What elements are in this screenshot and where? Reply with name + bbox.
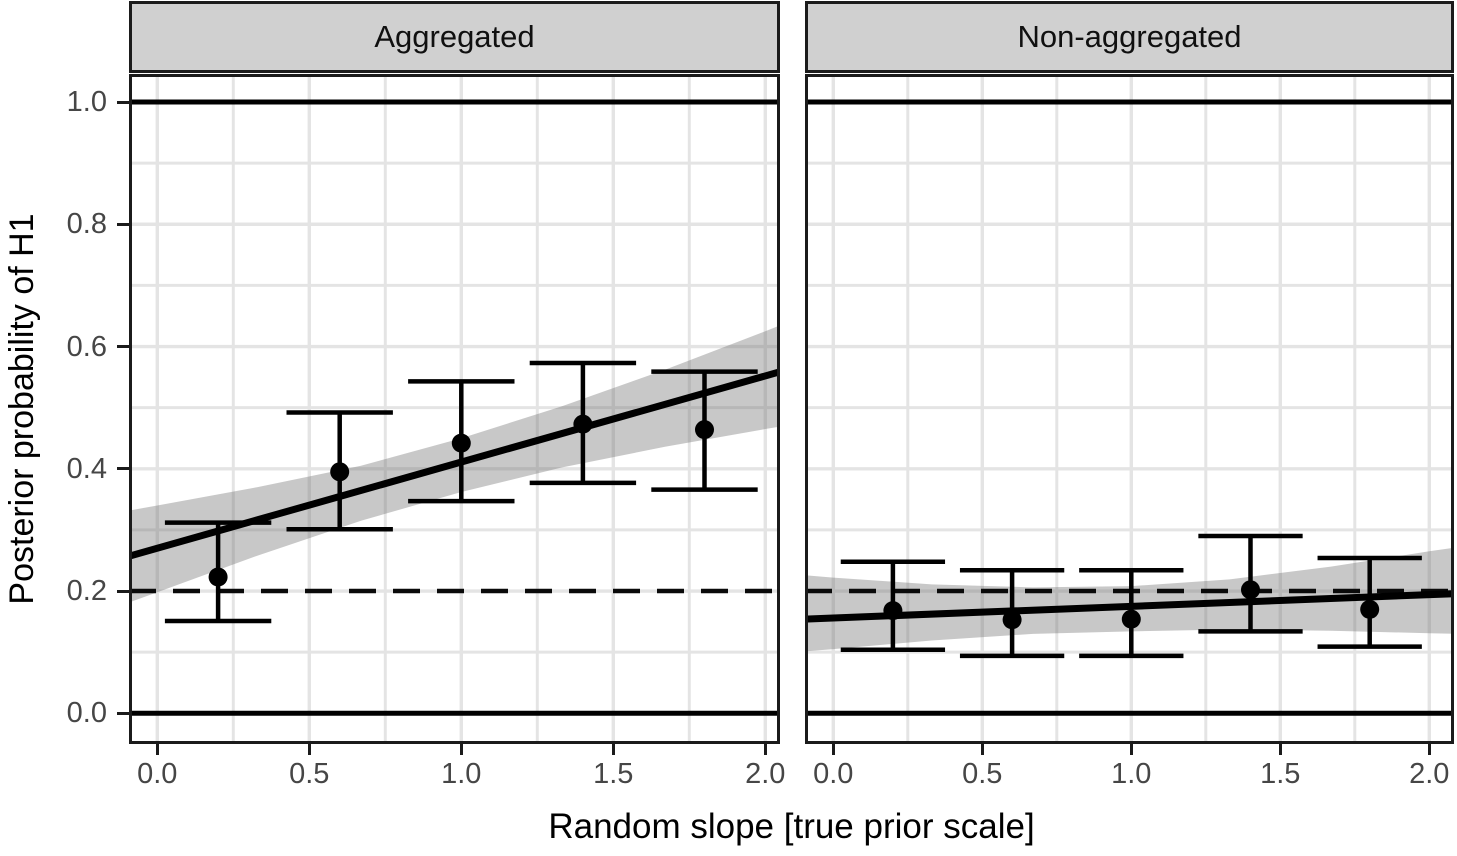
facet-strip-label: Non-aggregated (1017, 19, 1242, 54)
y-tick-label: 0.4 (66, 452, 107, 485)
y-tick (117, 345, 129, 349)
x-tick (763, 744, 767, 755)
x-tick-label: 2.0 (745, 758, 786, 790)
x-tick (831, 744, 835, 755)
data-point (1002, 610, 1022, 630)
facet-strip-aggregated: Aggregated (129, 1, 780, 73)
data-point (208, 567, 228, 587)
data-point (330, 462, 350, 482)
x-tick-label: 2.0 (1409, 758, 1450, 790)
error-bars (164, 360, 758, 624)
panel-non-aggregated (805, 74, 1454, 744)
data-point (695, 420, 714, 440)
panel-aggregated (129, 74, 780, 744)
data-point (1360, 599, 1380, 619)
y-tick (117, 100, 129, 104)
facet-strip-label: Aggregated (374, 19, 535, 54)
y-tick-label: 0.6 (66, 330, 107, 363)
data-point (883, 601, 903, 621)
x-tick-label: 1.0 (1111, 758, 1152, 790)
y-axis-title: Posterior probability of H1 (3, 213, 41, 605)
y-tick-label: 0.8 (66, 208, 107, 241)
x-tick-label: 1.5 (593, 758, 634, 790)
x-tick-label: 1.5 (1260, 758, 1301, 790)
x-tick-label: 0.5 (962, 758, 1003, 790)
x-tick (1129, 744, 1133, 755)
y-tick (117, 467, 129, 471)
x-tick-label: 0.0 (813, 758, 854, 790)
data-point (573, 414, 593, 434)
data-points (208, 414, 714, 587)
y-tick-label: 0.0 (66, 697, 107, 730)
y-tick (117, 589, 129, 593)
x-tick (155, 744, 159, 755)
x-axis-title: Random slope [true prior scale] (548, 807, 1035, 846)
facet-strip-non-aggregated: Non-aggregated (805, 1, 1454, 73)
y-tick (117, 711, 129, 715)
data-points (883, 580, 1380, 630)
x-tick (307, 744, 311, 755)
y-tick (117, 222, 129, 226)
panel-border (805, 74, 1454, 744)
x-tick (1427, 744, 1431, 755)
x-tick-label: 0.0 (137, 758, 178, 790)
x-tick (1278, 744, 1282, 755)
y-tick-label: 0.2 (66, 575, 107, 608)
y-tick-label: 1.0 (66, 86, 107, 118)
data-point (1121, 609, 1141, 629)
x-tick (611, 744, 615, 755)
data-point (451, 433, 471, 453)
x-tick-label: 0.5 (289, 758, 330, 790)
x-tick-label: 1.0 (441, 758, 482, 790)
x-tick (980, 744, 984, 755)
x-tick (459, 744, 463, 755)
panel-border (129, 74, 780, 744)
data-point (1241, 580, 1260, 600)
